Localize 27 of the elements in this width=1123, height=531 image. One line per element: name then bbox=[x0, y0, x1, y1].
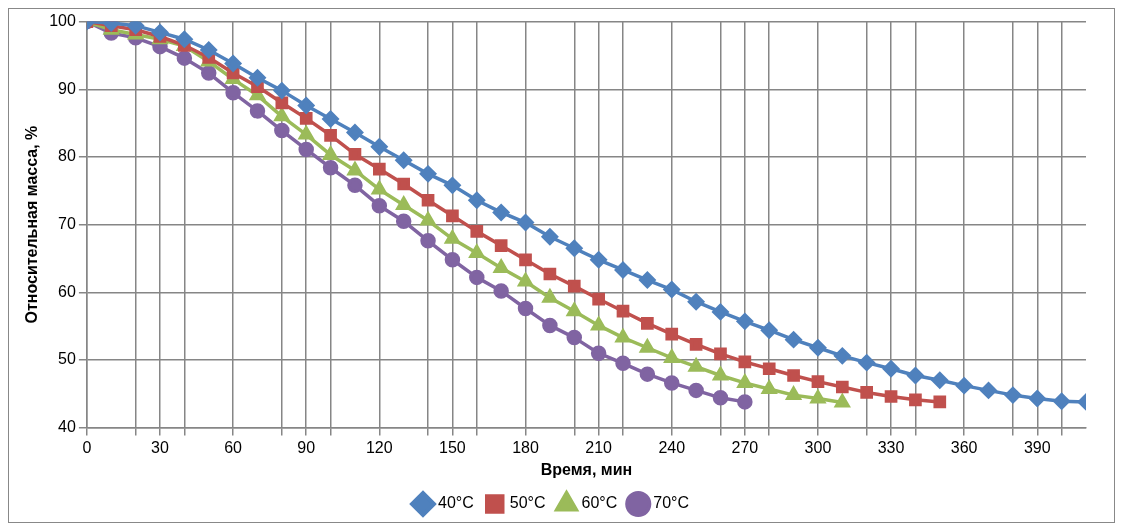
y-axis-title: Относительная масса, % bbox=[23, 125, 41, 324]
x-tick-label: 330 bbox=[877, 438, 905, 456]
y-tick-label: 80 bbox=[58, 147, 76, 165]
x-tick-label: 390 bbox=[1023, 438, 1051, 456]
legend-label: 60°C bbox=[581, 494, 618, 512]
y-tick-label: 40 bbox=[58, 418, 76, 436]
y-tick-label: 100 bbox=[49, 12, 76, 30]
x-axis-title: Время, мин bbox=[540, 460, 633, 478]
y-tick-label: 90 bbox=[58, 79, 76, 97]
x-tick-label: 180 bbox=[512, 438, 539, 456]
x-tick-label: 60 bbox=[224, 438, 243, 456]
x-tick-label: 30 bbox=[151, 438, 169, 456]
x-tick-label: 210 bbox=[585, 438, 613, 456]
x-tick-label: 150 bbox=[439, 438, 466, 456]
legend-label: 40°C bbox=[438, 494, 474, 512]
x-tick-label: 300 bbox=[804, 438, 832, 456]
legend-label: 70°C bbox=[653, 494, 689, 512]
y-tick-label: 60 bbox=[58, 282, 76, 300]
x-tick-label: 120 bbox=[365, 438, 393, 456]
x-tick-label: 240 bbox=[658, 438, 686, 456]
x-tick-label: 0 bbox=[82, 438, 92, 456]
y-tick-label: 50 bbox=[58, 350, 76, 368]
x-tick-label: 360 bbox=[950, 438, 978, 456]
y-tick-label: 70 bbox=[58, 215, 76, 233]
x-tick-label: 270 bbox=[731, 438, 759, 456]
x-tick-label: 90 bbox=[297, 438, 316, 456]
legend-label: 50°C bbox=[509, 494, 546, 512]
